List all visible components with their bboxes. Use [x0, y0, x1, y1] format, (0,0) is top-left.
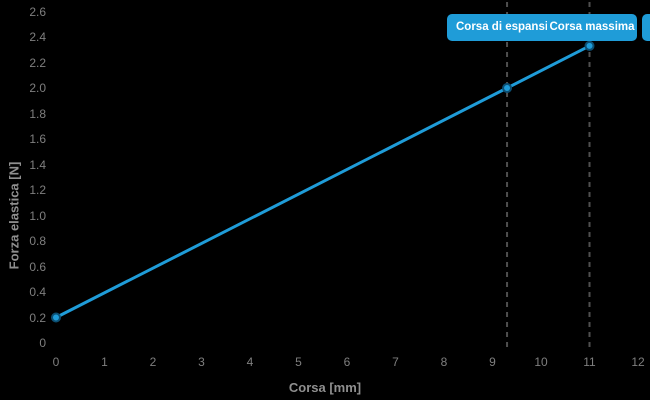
- y-tick-label: 2.2: [29, 55, 46, 70]
- x-axis-title: Corsa [mm]: [288, 380, 362, 395]
- y-tick-label: 1.8: [29, 106, 46, 121]
- x-tick-label: 5: [295, 355, 302, 369]
- x-tick-label: 12: [631, 355, 645, 369]
- annotation-badge-clipped: [642, 14, 650, 41]
- y-tick-label: 1.4: [29, 157, 46, 172]
- y-tick-label: 1.6: [29, 132, 46, 146]
- x-tick-label: 8: [440, 355, 448, 369]
- y-tick-label: 2.0: [29, 81, 46, 95]
- y-tick-label: 1.0: [29, 208, 46, 223]
- x-tick-label: 10: [534, 355, 548, 369]
- data-point-marker: [502, 83, 513, 93]
- x-tick-label: 7: [392, 355, 399, 369]
- data-point-marker: [51, 312, 61, 323]
- y-tick-label: 0.6: [29, 259, 46, 274]
- y-tick-label: 2.6: [29, 4, 46, 19]
- x-tick-label: 3: [198, 355, 205, 369]
- y-tick-label: 2.4: [29, 30, 46, 44]
- x-tick-label: 0: [52, 355, 60, 369]
- annotation-badge-corsa-massima: Corsa massima: [547, 14, 637, 41]
- y-tick-label: 0.4: [29, 285, 46, 299]
- x-tick-label: 1: [101, 355, 108, 369]
- y-tick-label: 0.8: [29, 234, 46, 248]
- x-tick-label: 9: [489, 355, 496, 369]
- x-tick-label: 4: [246, 355, 254, 369]
- x-tick-label: 2: [149, 355, 157, 369]
- x-tick-label: 6: [343, 355, 351, 369]
- x-tick-label: 11: [583, 355, 596, 369]
- y-tick-label: 1.2: [29, 183, 46, 197]
- y-tick-label: 0.2: [29, 310, 46, 325]
- data-point-marker: [584, 40, 595, 51]
- y-tick-label: 0: [39, 336, 46, 350]
